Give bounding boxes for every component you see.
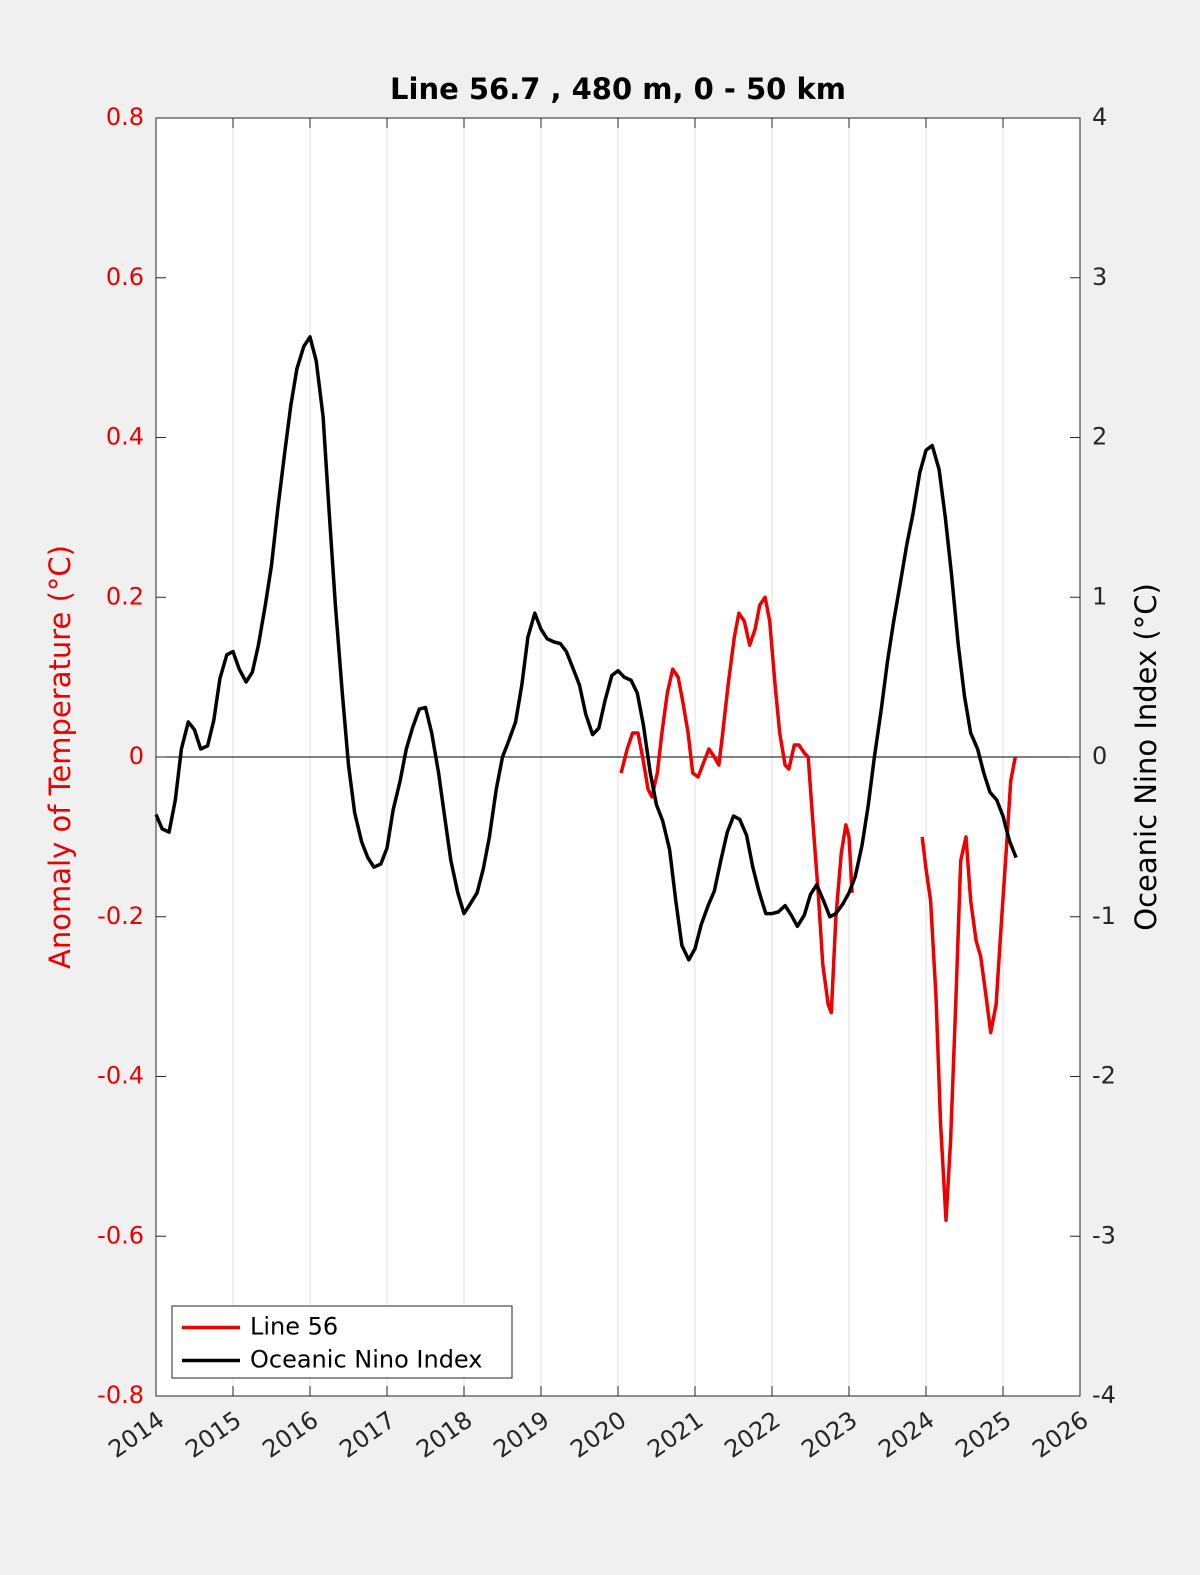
legend-label: Oceanic Nino Index	[250, 1346, 482, 1374]
y2-tick-label: 0	[1092, 742, 1107, 770]
y-tick-label: 0	[129, 742, 144, 770]
legend-label: Line 56	[250, 1313, 338, 1341]
y2-tick-label: 4	[1092, 103, 1107, 131]
lines	[154, 335, 1018, 1223]
y2-tick-label: -3	[1092, 1221, 1116, 1249]
y-axis-label: Anomaly of Temperature (°C)	[43, 545, 77, 969]
legend-box	[171, 1305, 513, 1379]
series-line	[154, 335, 1018, 962]
plot-frame	[155, 117, 1081, 1397]
y-tick-label: -0.4	[97, 1062, 144, 1090]
chart-title: Line 56.7 , 480 m, 0 - 50 km	[390, 72, 846, 106]
y2-tick-label: 2	[1092, 423, 1107, 451]
y-tick-label: -0.8	[97, 1381, 144, 1409]
y2-tick-label: 1	[1092, 582, 1107, 610]
y2-tick-label: -4	[1092, 1381, 1116, 1409]
y2-tick-label: -1	[1092, 902, 1116, 930]
y-tick-label: 0.8	[106, 103, 144, 131]
y2-tick-label: 3	[1092, 263, 1107, 291]
y-tick-label: -0.2	[97, 902, 144, 930]
series-line	[619, 595, 1018, 1223]
y-tick-label: 0.4	[106, 423, 144, 451]
y2-axis-label: Oceanic Nino Index (°C)	[1129, 583, 1163, 931]
y2-tick-label: -2	[1092, 1062, 1116, 1090]
y-tick-label: 0.6	[106, 263, 144, 291]
y-tick-label: -0.6	[97, 1221, 144, 1249]
y-tick-label: 0.2	[106, 582, 144, 610]
